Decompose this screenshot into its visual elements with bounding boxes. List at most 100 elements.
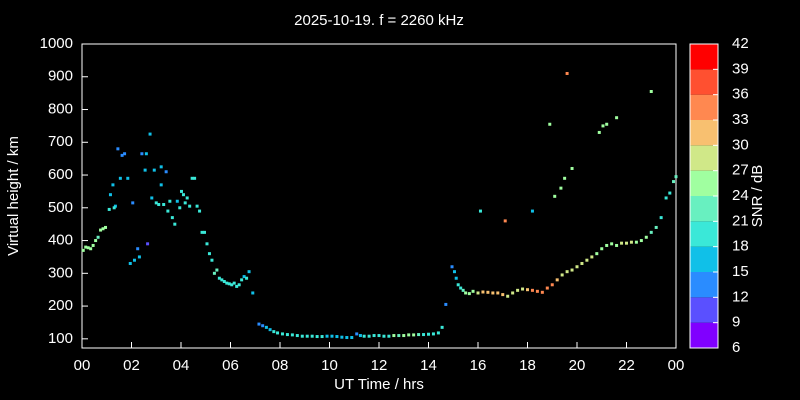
data-point — [181, 193, 185, 197]
data-point — [157, 203, 161, 207]
data-point — [330, 334, 334, 338]
data-point — [232, 281, 236, 285]
colorbar-band — [690, 322, 718, 348]
data-point — [245, 276, 249, 280]
data-point — [615, 243, 619, 247]
colorbar-band — [690, 297, 718, 323]
data-point — [459, 286, 463, 290]
data-point — [203, 230, 207, 234]
data-point — [217, 276, 221, 280]
colorbar-band — [690, 120, 718, 146]
data-point — [471, 289, 475, 293]
data-point — [565, 270, 569, 274]
data-point — [565, 71, 569, 75]
data-point — [159, 183, 163, 187]
data-point — [580, 261, 584, 265]
data-point — [464, 291, 468, 295]
data-point — [175, 199, 179, 203]
data-point — [563, 176, 567, 180]
data-point — [305, 334, 309, 338]
data-point — [668, 191, 672, 195]
data-point — [535, 289, 539, 293]
data-point — [478, 209, 482, 213]
data-point — [166, 209, 170, 213]
data-point — [664, 196, 668, 200]
data-point — [99, 228, 103, 232]
data-point — [94, 239, 98, 243]
data-point — [461, 288, 465, 292]
colorbar-band — [690, 272, 718, 298]
colorbar-tick-label: 39 — [732, 60, 749, 77]
data-point — [84, 245, 88, 249]
data-point — [610, 242, 614, 246]
data-point — [113, 204, 117, 208]
data-point — [112, 206, 116, 210]
data-point — [659, 216, 663, 220]
data-point — [210, 258, 214, 262]
data-point — [120, 153, 124, 157]
data-point — [526, 288, 529, 292]
data-point — [107, 207, 111, 211]
data-point — [615, 116, 619, 120]
data-point — [382, 334, 386, 338]
data-point — [268, 328, 272, 332]
data-point — [367, 334, 371, 338]
y-axis-label: Virtual height / km — [5, 136, 22, 256]
colorbar-tick-label: 27 — [732, 162, 749, 179]
colorbar-tick-label: 33 — [732, 111, 749, 128]
colorbar-tick-label: 42 — [732, 35, 749, 52]
colorbar-band — [690, 94, 718, 120]
data-point — [257, 322, 261, 326]
x-tick-label: 00 — [74, 357, 91, 374]
data-point — [625, 241, 628, 245]
data-point — [178, 206, 182, 210]
data-point — [150, 196, 154, 200]
data-point — [452, 270, 456, 274]
data-point — [154, 201, 158, 205]
chart-title: 2025-10-19. f = 2260 kHz — [294, 12, 464, 29]
data-point — [597, 130, 601, 134]
data-point — [340, 335, 344, 339]
y-tick-label: 100 — [48, 330, 73, 347]
data-point — [179, 189, 183, 193]
colorbar-tick-label: 9 — [732, 314, 740, 331]
data-point — [417, 333, 421, 337]
data-point — [185, 196, 189, 200]
data-point — [450, 265, 454, 269]
y-tick-label: 1000 — [40, 35, 73, 52]
data-point — [649, 90, 653, 93]
y-tick-label: 800 — [48, 100, 73, 117]
data-point — [190, 176, 194, 180]
data-point — [148, 132, 152, 136]
data-point — [362, 334, 366, 338]
colorbar-label: SNR / dB — [749, 165, 766, 228]
data-point — [118, 176, 122, 180]
data-point — [272, 330, 276, 334]
data-point — [162, 203, 166, 207]
data-point — [220, 278, 224, 282]
data-point — [143, 168, 147, 172]
x-tick-label: 08 — [272, 357, 289, 374]
colorbar-frame — [689, 43, 719, 349]
data-point — [285, 333, 289, 337]
x-tick-label: 00 — [668, 357, 685, 374]
x-tick-label: 12 — [371, 357, 388, 374]
data-point — [601, 124, 605, 128]
data-point — [402, 334, 406, 338]
colorbar-tick-label: 36 — [732, 86, 749, 103]
y-tick-label: 600 — [48, 166, 73, 183]
data-point — [242, 275, 246, 279]
colorbar-tick-label: 24 — [732, 187, 749, 204]
data-point — [559, 186, 563, 190]
colorbar-band — [690, 145, 718, 171]
data-point — [358, 334, 362, 338]
data-point — [387, 334, 391, 338]
data-point — [649, 230, 653, 234]
data-point — [159, 165, 163, 169]
data-point — [654, 225, 658, 229]
data-point — [545, 286, 549, 290]
colorbar-band — [690, 221, 718, 247]
data-point — [444, 302, 448, 306]
data-point — [516, 288, 520, 292]
colorbar-tick-label: 12 — [732, 288, 749, 305]
